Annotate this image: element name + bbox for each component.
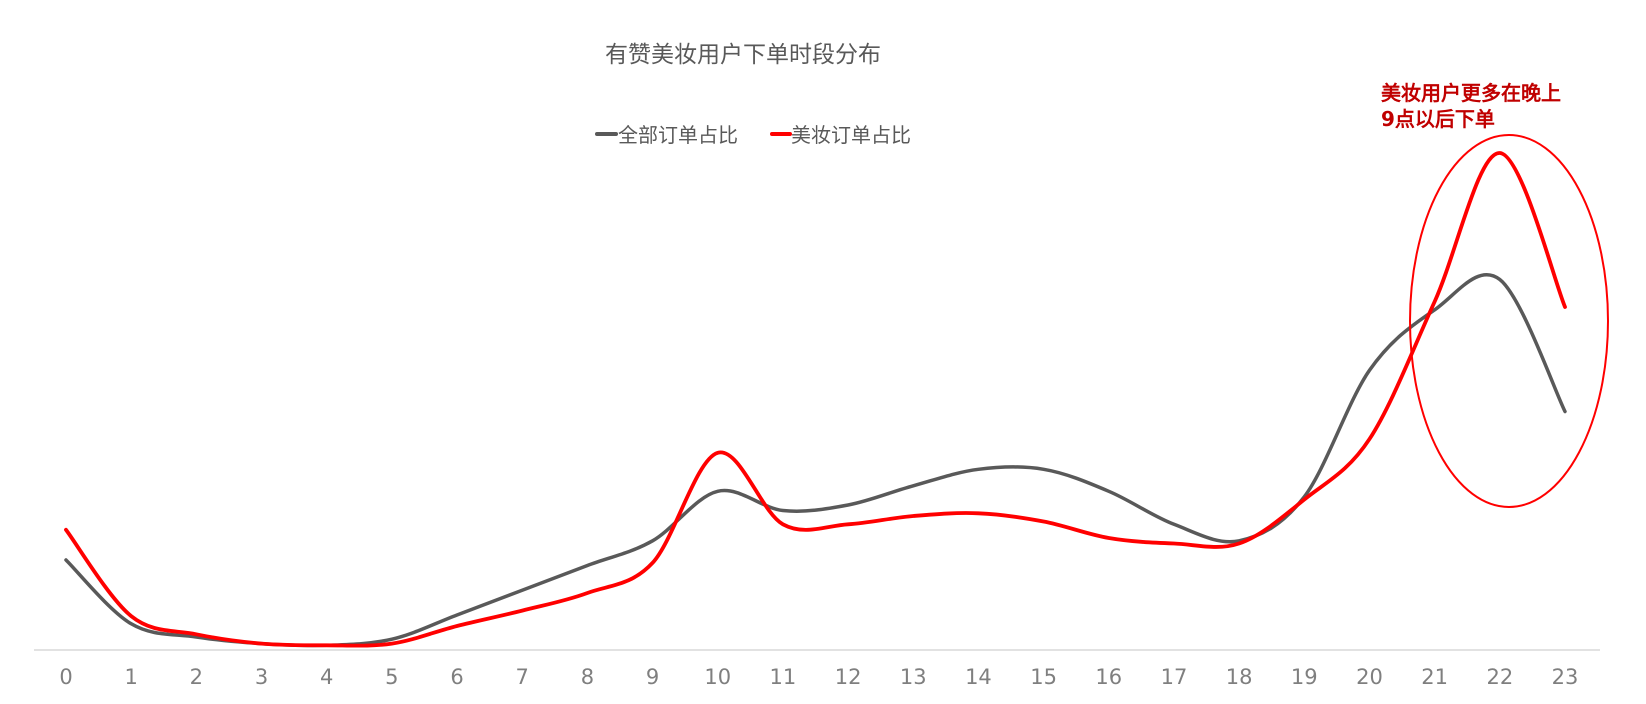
x-tick-label-5: 5 [385,665,398,689]
x-tick-label-9: 9 [646,665,659,689]
x-tick-label-21: 21 [1421,665,1448,689]
x-tick-label-4: 4 [320,665,333,689]
annotation: 美妆用户更多在晚上 9点以后下单 [1381,81,1561,131]
chart-title: 有赞美妆用户下单时段分布 [605,42,881,68]
x-axis-ticks: 0 1 2 3 4 5 6 7 8 9 10 11 12 13 14 15 16 17 18 19 20 21 22 23 [59,665,1578,689]
series-line-all-orders [64,272,1567,648]
x-tick-label-23: 23 [1552,665,1579,689]
x-tick-label-7: 7 [516,665,529,689]
legend-label-all-orders: 全部订单占比 [618,123,738,147]
x-tick-label-17: 17 [1161,665,1188,689]
x-tick-label-1: 1 [124,665,137,689]
x-tick-label-12: 12 [835,665,862,689]
x-tick-label-11: 11 [770,665,797,689]
x-tick-label-2: 2 [190,665,203,689]
annotation-line-2: 9点以后下单 [1381,107,1495,131]
x-tick-label-19: 19 [1291,665,1318,689]
x-tick-label-18: 18 [1226,665,1253,689]
x-tick-label-6: 6 [450,665,463,689]
x-tick-label-0: 0 [59,665,72,689]
annotation-line-1: 美妆用户更多在晚上 [1381,81,1561,105]
legend: 全部订单占比 美妆订单占比 [595,123,911,147]
series-line-beauty-orders [64,151,1567,648]
series-layer [64,151,1567,648]
highlight-ellipse [1409,134,1609,508]
x-tick-label-13: 13 [900,665,927,689]
x-tick-label-8: 8 [581,665,594,689]
x-tick-label-15: 15 [1030,665,1057,689]
x-tick-label-22: 22 [1486,665,1513,689]
x-tick-label-14: 14 [965,665,992,689]
x-tick-label-3: 3 [255,665,268,689]
x-tick-label-20: 20 [1356,665,1383,689]
legend-label-beauty-orders: 美妆订单占比 [791,123,911,147]
x-tick-label-10: 10 [704,665,731,689]
x-tick-label-16: 16 [1095,665,1122,689]
